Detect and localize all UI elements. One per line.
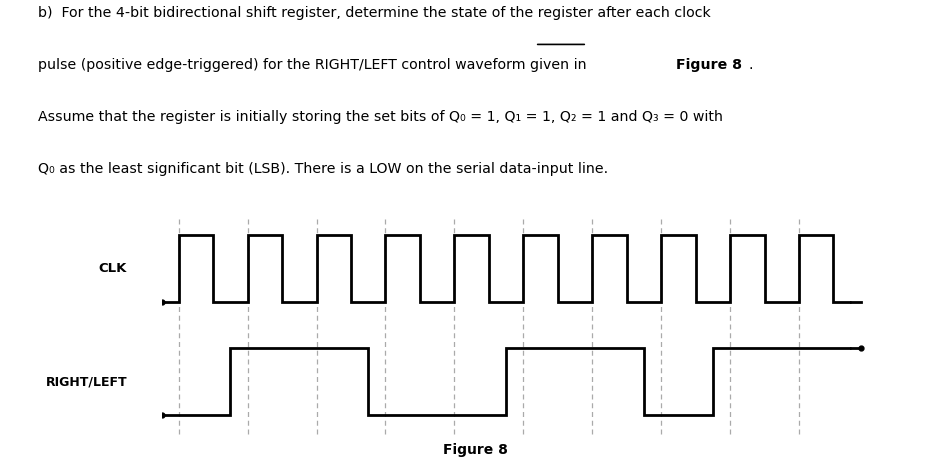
Text: b)  For the 4-bit bidirectional shift register, determine the state of the regis: b) For the 4-bit bidirectional shift reg… [38, 7, 711, 21]
Text: Q₀ as the least significant bit (LSB). There is a LOW on the serial data-input l: Q₀ as the least significant bit (LSB). T… [38, 162, 608, 177]
Text: Figure 8: Figure 8 [676, 58, 742, 73]
Text: .: . [749, 58, 753, 73]
Text: Figure 8: Figure 8 [443, 443, 507, 457]
Text: RIGHT/LEFT: RIGHT/LEFT [46, 375, 127, 388]
Text: CLK: CLK [99, 262, 127, 275]
Text: Assume that the register is initially storing the set bits of Q₀ = 1, Q₁ = 1, Q₂: Assume that the register is initially st… [38, 111, 723, 124]
Text: pulse (positive edge-triggered) for the RIGHT/LEFT control waveform given in: pulse (positive edge-triggered) for the … [38, 58, 591, 73]
